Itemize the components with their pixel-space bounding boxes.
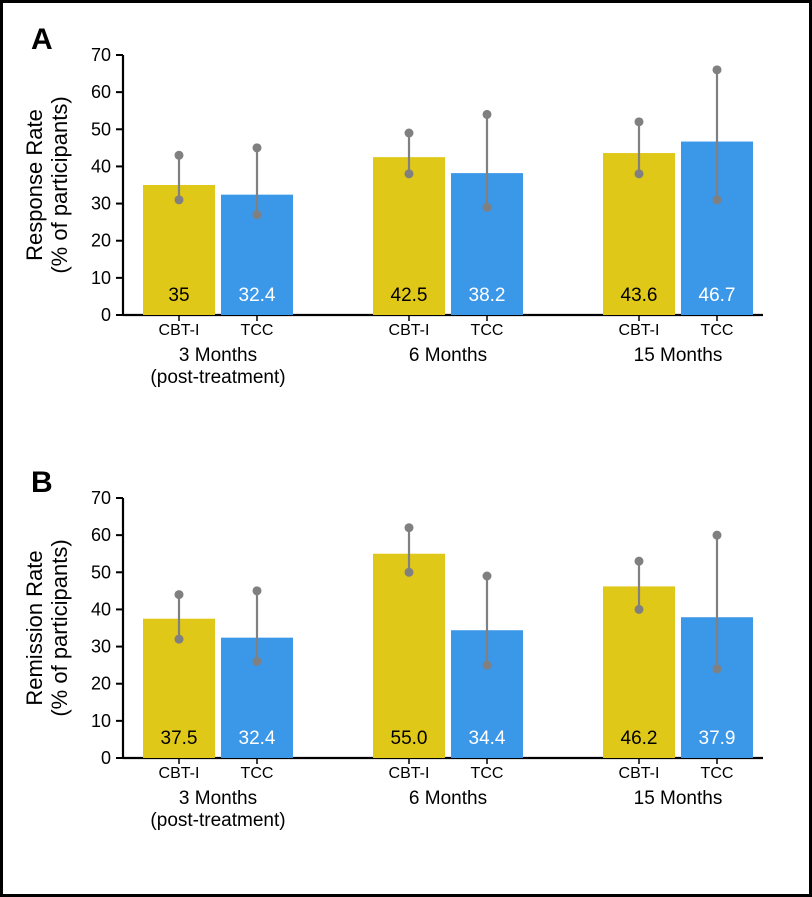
svg-text:TCC: TCC bbox=[701, 765, 734, 782]
svg-text:CBT-I: CBT-I bbox=[159, 765, 200, 782]
svg-text:TCC: TCC bbox=[241, 765, 274, 782]
svg-text:34.4: 34.4 bbox=[469, 728, 506, 749]
svg-text:32.4: 32.4 bbox=[239, 728, 276, 749]
svg-text:60: 60 bbox=[91, 82, 111, 102]
svg-text:(post-treatment): (post-treatment) bbox=[150, 367, 285, 388]
chart-B: 0 10 20 30 40 50 60 70 Remission Rate(% of parti… bbox=[3, 458, 812, 878]
svg-text:40: 40 bbox=[91, 156, 111, 176]
chart-A: 0 10 20 30 40 50 60 70 Response Rate(% of partic… bbox=[3, 15, 812, 435]
svg-text:Response Rate: Response Rate bbox=[22, 109, 47, 261]
svg-text:42.5: 42.5 bbox=[391, 285, 428, 306]
svg-text:37.5: 37.5 bbox=[161, 728, 198, 749]
svg-text:10: 10 bbox=[91, 268, 111, 288]
svg-text:30: 30 bbox=[91, 194, 111, 214]
panel-B: B 0 10 20 30 40 50 60 70 Remission Rate(% of part… bbox=[3, 458, 809, 878]
panel-A: A 0 10 20 30 40 50 60 70 Response Rate(% of parti… bbox=[3, 15, 809, 435]
svg-text:50: 50 bbox=[91, 119, 111, 139]
svg-text:70: 70 bbox=[91, 488, 111, 508]
svg-text:46.2: 46.2 bbox=[621, 728, 658, 749]
figure-container: A010203040506070Response Rate(% of parti… bbox=[0, 0, 812, 897]
svg-text:38.2: 38.2 bbox=[469, 285, 506, 306]
svg-text:TCC: TCC bbox=[701, 322, 734, 339]
svg-text:TCC: TCC bbox=[241, 322, 274, 339]
svg-text:30: 30 bbox=[91, 637, 111, 657]
svg-text:CBT-I: CBT-I bbox=[619, 322, 660, 339]
svg-text:37.9: 37.9 bbox=[699, 728, 736, 749]
svg-text:55.0: 55.0 bbox=[391, 728, 428, 749]
svg-text:15 Months: 15 Months bbox=[634, 788, 723, 809]
svg-text:CBT-I: CBT-I bbox=[389, 765, 430, 782]
svg-text:TCC: TCC bbox=[471, 765, 504, 782]
svg-text:3 Months: 3 Months bbox=[179, 788, 257, 809]
svg-text:0: 0 bbox=[101, 305, 111, 325]
svg-text:70: 70 bbox=[91, 45, 111, 65]
svg-text:32.4: 32.4 bbox=[239, 285, 276, 306]
svg-text:0: 0 bbox=[101, 748, 111, 768]
svg-text:Remission Rate: Remission Rate bbox=[22, 550, 47, 705]
svg-text:50: 50 bbox=[91, 562, 111, 582]
svg-text:CBT-I: CBT-I bbox=[619, 765, 660, 782]
panel-label-B: B bbox=[31, 466, 53, 500]
svg-text:43.6: 43.6 bbox=[621, 285, 658, 306]
svg-text:TCC: TCC bbox=[471, 322, 504, 339]
svg-text:15 Months: 15 Months bbox=[634, 345, 723, 366]
svg-text:(% of participants): (% of participants) bbox=[47, 96, 72, 273]
svg-text:6 Months: 6 Months bbox=[409, 345, 487, 366]
svg-text:40: 40 bbox=[91, 599, 111, 619]
panel-label-A: A bbox=[31, 23, 53, 57]
svg-text:(post-treatment): (post-treatment) bbox=[150, 810, 285, 831]
svg-text:CBT-I: CBT-I bbox=[159, 322, 200, 339]
svg-text:3 Months: 3 Months bbox=[179, 345, 257, 366]
svg-text:46.7: 46.7 bbox=[699, 285, 736, 306]
svg-text:10: 10 bbox=[91, 711, 111, 731]
svg-text:60: 60 bbox=[91, 525, 111, 545]
svg-text:20: 20 bbox=[91, 674, 111, 694]
svg-text:35: 35 bbox=[168, 285, 189, 306]
svg-text:20: 20 bbox=[91, 231, 111, 251]
svg-text:CBT-I: CBT-I bbox=[389, 322, 430, 339]
svg-text:6 Months: 6 Months bbox=[409, 788, 487, 809]
svg-text:(% of participants): (% of participants) bbox=[47, 539, 72, 716]
